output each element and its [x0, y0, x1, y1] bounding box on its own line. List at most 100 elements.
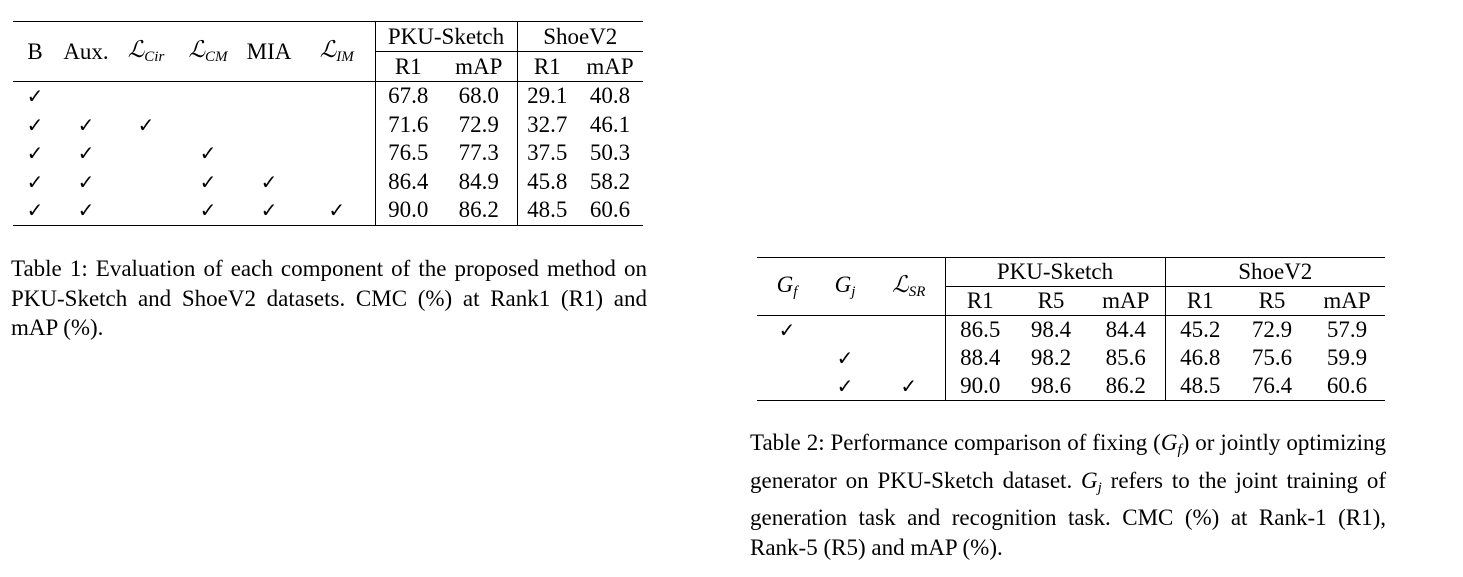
value-cell: 37.5	[516, 139, 577, 168]
value-cell: 50.3	[589, 140, 631, 166]
value-cell: 67.8	[374, 81, 441, 111]
check-cell: ✓	[77, 141, 95, 166]
check-cell	[239, 139, 299, 168]
header-loss-im: ℒIM	[319, 37, 354, 65]
header-b: B	[27, 38, 43, 64]
check-cell: ✓	[199, 198, 217, 223]
check-cell	[757, 344, 817, 372]
value-cell: 58.2	[589, 168, 631, 194]
header-loss-cir: ℒCir	[127, 37, 165, 65]
table-row: ✓ ✓ ✓ ✓ 86.4 84.9 45.8 58.2	[13, 167, 643, 197]
check-cell	[299, 81, 375, 111]
table2-caption: Table 2: Performance comparison of fixin…	[750, 430, 1386, 560]
value-cell: 76.4	[1251, 373, 1293, 398]
value-cell: 60.6	[589, 197, 631, 223]
header-mia: MIA	[246, 38, 292, 64]
header-gj: Gj	[834, 272, 856, 300]
header-map: mAP	[455, 53, 503, 79]
check-cell: ✓	[26, 169, 44, 194]
table-row: ✓ 67.8 68.0 29.1 40.8	[13, 81, 643, 111]
check-cell: ✓	[836, 346, 854, 370]
value-cell: 84.4	[1087, 315, 1165, 344]
header-shoev2: ShoeV2	[1164, 257, 1385, 287]
check-cell	[177, 111, 239, 140]
header-aux: Aux.	[63, 38, 109, 64]
value-cell: 72.9	[458, 111, 499, 137]
header-map: mAP	[1102, 288, 1150, 313]
check-cell: ✓	[77, 169, 95, 194]
value-cell: 84.9	[458, 168, 499, 194]
header-pku-sketch: PKU-Sketch	[944, 257, 1165, 287]
header-loss-sr: ℒSR	[892, 272, 926, 300]
table-row: ✓ ✓ 90.0 98.6 86.2 48.5 76.4 60.6	[757, 372, 1385, 401]
header-map: mAP	[1323, 288, 1371, 313]
check-cell: ✓	[260, 169, 278, 194]
check-cell: ✓	[77, 198, 95, 223]
header-pku-sketch: PKU-Sketch	[374, 21, 517, 52]
check-cell	[757, 372, 817, 401]
value-cell: 71.6	[374, 110, 441, 139]
value-cell: 75.6	[1251, 345, 1293, 370]
table-row: ✓ ✓ ✓ 71.6 72.9 32.7 46.1	[13, 110, 643, 140]
check-cell: ✓	[757, 315, 817, 344]
check-cell	[57, 81, 115, 111]
value-cell: 60.6	[1326, 373, 1368, 398]
check-cell	[115, 168, 177, 197]
value-cell: 72.9	[1235, 315, 1309, 344]
check-cell	[239, 111, 299, 140]
header-r1: R1	[516, 51, 577, 82]
value-cell: 48.5	[516, 196, 577, 225]
value-cell: 86.2	[1105, 373, 1146, 398]
check-cell: ✓	[26, 112, 44, 137]
check-cell	[873, 315, 945, 344]
table1-caption: Table 1: Evaluation of each component of…	[11, 256, 647, 340]
header-gf: Gf	[776, 272, 798, 300]
check-cell	[299, 111, 375, 140]
check-cell	[177, 81, 239, 111]
header-r1: R1	[944, 286, 1015, 316]
value-cell: 46.1	[589, 111, 631, 137]
check-cell	[299, 139, 375, 168]
value-cell: 86.4	[374, 167, 441, 196]
value-cell: 76.5	[374, 139, 441, 168]
header-r5: R5	[1037, 288, 1065, 313]
ablation-table: B Aux. ℒCir ℒCM MIA ℒIM PKU-Sketch ShoeV…	[13, 21, 643, 226]
check-cell: ✓	[900, 374, 918, 398]
value-cell: 68.0	[441, 81, 517, 111]
table-row: ✓ 86.5 98.4 84.4 45.2 72.9 57.9	[757, 315, 1385, 344]
check-cell	[115, 196, 177, 225]
check-cell: ✓	[836, 374, 854, 398]
table-row: ✓ ✓ ✓ 76.5 77.3 37.5 50.3	[13, 139, 643, 168]
header-loss-cm: ℒCM	[188, 37, 228, 65]
value-cell: 86.5	[944, 315, 1015, 344]
table-row: ✓ 88.4 98.2 85.6 46.8 75.6 59.9	[757, 344, 1385, 372]
check-cell	[873, 344, 945, 372]
check-cell	[239, 81, 299, 111]
value-cell: 59.9	[1326, 345, 1368, 370]
check-cell: ✓	[26, 141, 44, 166]
table-row: ✓ ✓ ✓ ✓ ✓ 90.0 86.2 48.5 60.6	[13, 196, 643, 225]
value-cell: 98.6	[1030, 373, 1072, 398]
value-cell: 98.4	[1015, 315, 1087, 344]
value-cell: 32.7	[516, 110, 577, 139]
value-cell: 29.1	[516, 81, 577, 111]
check-cell: ✓	[328, 198, 346, 223]
header-r5: R5	[1258, 288, 1286, 313]
check-cell: ✓	[199, 141, 217, 166]
header-r1: R1	[1164, 286, 1235, 316]
value-cell: 57.9	[1309, 315, 1385, 344]
check-cell	[817, 315, 873, 344]
check-cell	[299, 168, 375, 197]
check-cell: ✓	[199, 169, 217, 194]
value-cell: 46.8	[1164, 344, 1235, 372]
value-cell: 48.5	[1164, 372, 1235, 401]
value-cell: 77.3	[458, 140, 499, 166]
value-cell: 40.8	[577, 81, 643, 111]
check-cell: ✓	[260, 198, 278, 223]
value-cell: 85.6	[1105, 345, 1146, 370]
value-cell: 45.2	[1164, 315, 1235, 344]
header-shoev2: ShoeV2	[516, 21, 643, 52]
value-cell: 98.2	[1030, 345, 1072, 370]
value-cell: 86.2	[458, 197, 499, 223]
check-cell: ✓	[26, 198, 44, 223]
